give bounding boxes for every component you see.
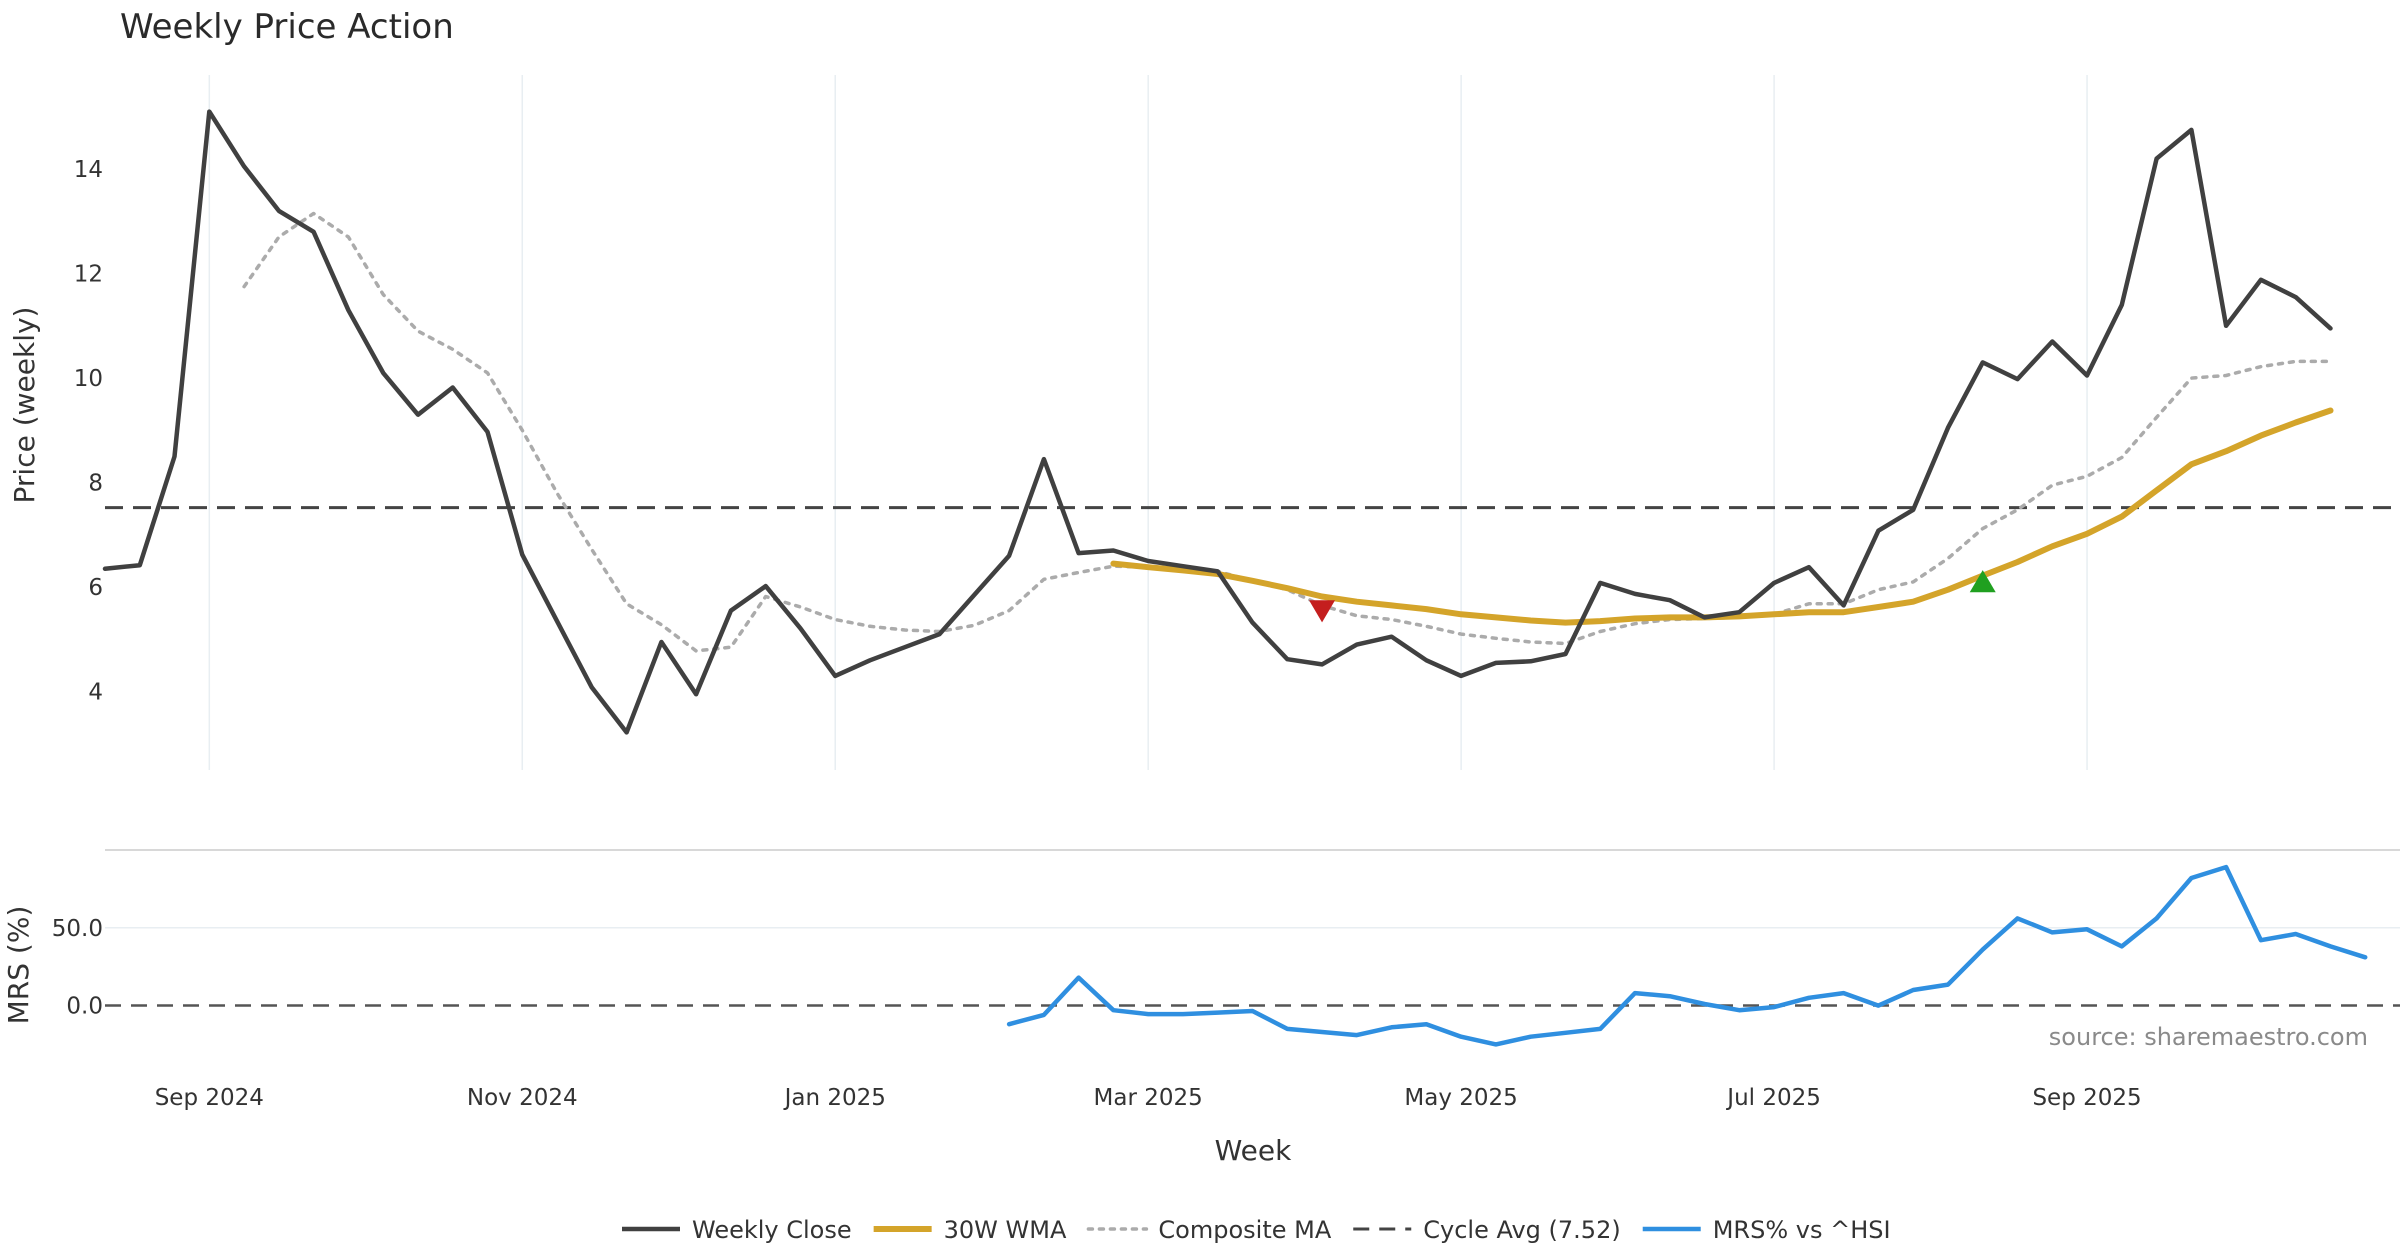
composite-ma-line xyxy=(242,211,2333,653)
legend-label: Weekly Close xyxy=(692,1216,852,1244)
legend-label: MRS% vs ^HSI xyxy=(1713,1216,1891,1244)
price-panel: 4 6 8 10 12 14 xyxy=(74,109,2400,735)
x-tick-label: Nov 2024 xyxy=(467,1085,578,1111)
mrs-panel: 0.0 50.0 xyxy=(52,864,2400,1047)
mrs-y-axis-label: MRS (%) xyxy=(2,906,35,1025)
source-credit: source: sharemaestro.com xyxy=(2049,1023,2368,1051)
price-y-tick-label: 10 xyxy=(74,366,103,392)
legend-label: Cycle Avg (7.52) xyxy=(1423,1216,1620,1244)
buy-signal-marker xyxy=(1969,570,1996,593)
price-y-tick-label: 4 xyxy=(88,680,103,706)
legend-item: Cycle Avg (7.52) xyxy=(1353,1216,1621,1244)
grid-lines xyxy=(105,75,2400,929)
legend-item: 30W WMA xyxy=(873,1216,1067,1244)
wma-30w-line xyxy=(1110,407,2334,626)
legend-item: Composite MA xyxy=(1086,1216,1332,1244)
mrs-y-tick-label: 0.0 xyxy=(66,994,103,1020)
chart-title: Weekly Price Action xyxy=(120,7,454,47)
x-tick-label: Jan 2025 xyxy=(783,1085,886,1111)
legend-item: Weekly Close xyxy=(622,1216,852,1244)
price-y-tick-label: 6 xyxy=(88,575,103,601)
weekly-close-line xyxy=(102,109,2333,735)
legend-item: MRS% vs ^HSI xyxy=(1642,1216,1891,1244)
legend-label: 30W WMA xyxy=(944,1216,1067,1244)
x-tick-label: Mar 2025 xyxy=(1094,1085,1203,1111)
price-y-axis-label: Price (weekly) xyxy=(8,307,41,504)
price-y-tick-label: 12 xyxy=(74,262,103,288)
price-y-tick-label: 8 xyxy=(88,471,103,497)
x-tick-label: Sep 2024 xyxy=(155,1085,264,1111)
x-tick-label: Sep 2025 xyxy=(2032,1085,2141,1111)
x-tick-label: Jul 2025 xyxy=(1725,1085,1821,1111)
legend-label: Composite MA xyxy=(1158,1216,1331,1244)
legend: Weekly Close 30W WMA Composite MA Cycle Avg… xyxy=(622,1216,1891,1244)
price-y-tick-label: 14 xyxy=(74,157,103,183)
x-tick-label: May 2025 xyxy=(1404,1085,1517,1111)
sell-signal-marker xyxy=(1309,600,1336,623)
mrs-line xyxy=(1006,864,2368,1047)
x-axis-label: Week xyxy=(1215,1134,1292,1167)
x-axis-ticks: Sep 2024 Nov 2024 Jan 2025 Mar 2025 May 2025… xyxy=(155,1085,2142,1111)
mrs-y-tick-label: 50.0 xyxy=(52,916,103,942)
